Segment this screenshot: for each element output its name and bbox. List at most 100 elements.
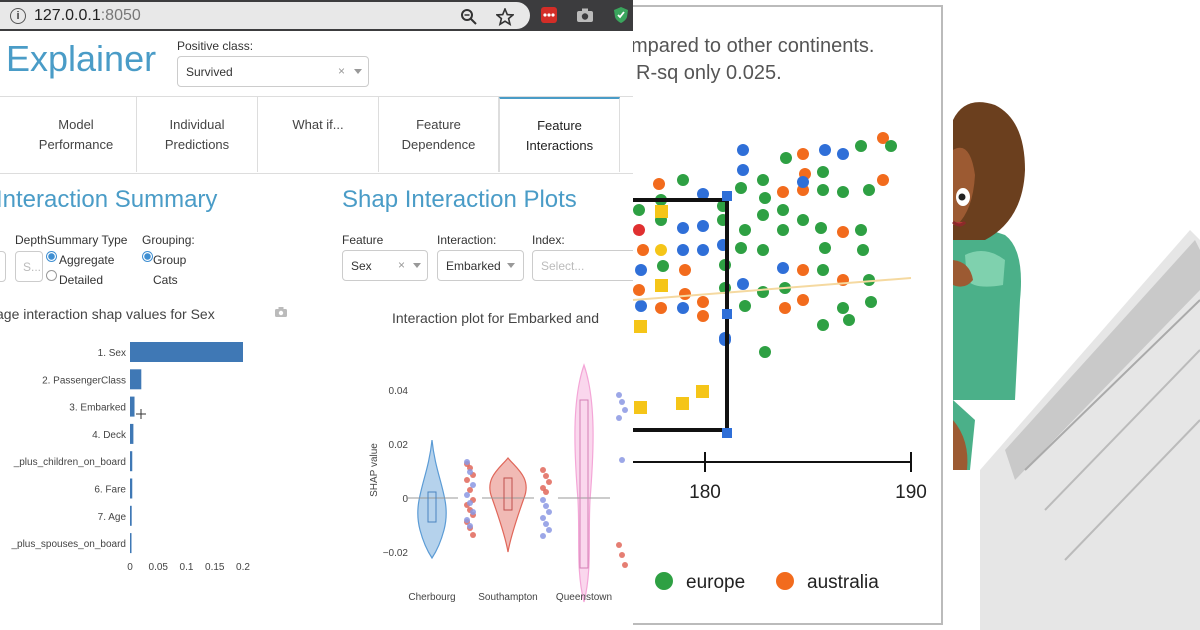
scatter-point xyxy=(817,264,829,276)
extension-lastpass-icon[interactable] xyxy=(540,6,558,24)
strip-point xyxy=(546,509,552,515)
strip-point xyxy=(470,482,476,488)
strip-point xyxy=(543,503,549,509)
strip-point xyxy=(546,479,552,485)
app-title: Explainer xyxy=(6,38,157,79)
scatter-point xyxy=(737,278,749,290)
scatter-point xyxy=(677,244,689,256)
x-category-label: Southampton xyxy=(478,592,538,603)
interaction-label: Interaction: xyxy=(437,233,497,247)
scatter-point xyxy=(679,264,691,276)
feature-label: Feature xyxy=(342,233,384,247)
y-tick-label: −0.02 xyxy=(383,548,409,559)
strip-point xyxy=(467,487,473,493)
scatter-point xyxy=(777,186,789,198)
scatter-point xyxy=(739,224,751,236)
chevron-down-icon[interactable] xyxy=(354,69,362,74)
scatter-point xyxy=(843,314,855,326)
camera-icon[interactable] xyxy=(274,306,288,318)
detailed-radio[interactable] xyxy=(46,270,57,281)
scatter-point xyxy=(637,244,649,256)
index-select[interactable]: Select... xyxy=(532,250,633,281)
x-tick-label: 0.2 xyxy=(236,562,250,573)
strip-point xyxy=(467,469,473,475)
strip-point xyxy=(543,473,549,479)
detailed-label: Detailed xyxy=(59,273,104,287)
tab-feature-dependence[interactable]: Feature Dependence xyxy=(379,97,499,172)
strip-point xyxy=(619,399,625,405)
scatter-point xyxy=(777,224,789,236)
bookmark-star-icon[interactable] xyxy=(496,8,514,26)
scatter-point xyxy=(817,319,829,331)
scatter-point xyxy=(739,300,751,312)
bar xyxy=(130,423,134,444)
tab-model-performance[interactable]: Model Performance xyxy=(16,97,137,172)
scatter-point xyxy=(855,140,867,152)
scatter-point xyxy=(885,140,897,152)
tab-individual-predictions[interactable]: Individual Predictions xyxy=(137,97,258,172)
scatter-point xyxy=(759,192,771,204)
chevron-down-icon[interactable] xyxy=(413,263,421,268)
strip-point xyxy=(616,542,622,548)
strip-point xyxy=(540,515,546,521)
scatter-point xyxy=(863,184,875,196)
strip-point xyxy=(616,392,622,398)
strip-point xyxy=(543,489,549,495)
group-cats-label: Group xyxy=(153,253,187,267)
depth-select-partial[interactable] xyxy=(0,251,6,282)
shield-icon[interactable] xyxy=(612,6,630,24)
scatter-point xyxy=(679,288,691,300)
scatter-point xyxy=(797,294,809,306)
dashboard-panel: i 127.0.0.1:8050 Explainer Positive clas… xyxy=(0,0,633,603)
scatter-point xyxy=(757,174,769,186)
depth-select[interactable]: S... xyxy=(15,251,43,282)
scatter-point xyxy=(815,222,827,234)
camera-icon[interactable] xyxy=(576,6,594,24)
scatter-point xyxy=(779,302,791,314)
scatter-point xyxy=(635,264,647,276)
strip-point xyxy=(616,415,622,421)
group-cats-radio[interactable] xyxy=(142,251,153,262)
feature-select[interactable]: Sex × xyxy=(342,250,428,281)
summary-type-label: Summary Type xyxy=(47,233,128,247)
tab-what-if[interactable]: What if... xyxy=(258,97,379,172)
y-tick-label: 0.02 xyxy=(389,440,409,451)
bar-category-label: 1. Sex xyxy=(98,348,126,359)
clear-icon[interactable]: × xyxy=(398,258,406,272)
address-bar[interactable]: i 127.0.0.1:8050 xyxy=(0,2,530,29)
summary-chart-title: age interaction shap values for Sex xyxy=(0,306,215,322)
scatter-point xyxy=(735,242,747,254)
tab-feature-interactions[interactable]: Feature Interactions xyxy=(499,97,620,172)
strip-point xyxy=(464,517,470,523)
y-tick-label: 0 xyxy=(402,494,408,505)
scatter-point xyxy=(857,244,869,256)
strip-point xyxy=(543,521,549,527)
chevron-down-icon[interactable] xyxy=(507,263,515,268)
strip-point xyxy=(467,523,473,529)
scatter-point xyxy=(697,310,709,322)
aggregate-radio[interactable] xyxy=(46,251,57,262)
scatter-point xyxy=(633,284,645,296)
scatter-point xyxy=(657,260,669,272)
bar xyxy=(130,396,135,417)
scatter-plot-panel: mpared to other continents. R-sq only 0.… xyxy=(633,0,945,630)
scatter-point xyxy=(633,204,645,216)
grouping-label: Grouping: xyxy=(142,233,195,247)
bar-category-label: 4. Deck xyxy=(92,430,127,441)
clear-icon[interactable]: × xyxy=(338,64,346,78)
scatter-point xyxy=(837,226,849,238)
scatter-point xyxy=(797,264,809,276)
scatter-point xyxy=(817,184,829,196)
legend-marker-europe xyxy=(655,572,673,590)
selection-handle xyxy=(722,191,732,201)
yellow-square xyxy=(655,205,668,218)
info-icon[interactable]: i xyxy=(10,8,26,24)
zoom-icon[interactable] xyxy=(460,8,478,26)
positive-class-select[interactable]: Survived × xyxy=(177,56,369,87)
shap-interaction-plots-title: Shap Interaction Plots xyxy=(342,186,577,213)
scatter-point xyxy=(757,209,769,221)
yellow-square xyxy=(676,397,689,410)
scatter-frame xyxy=(633,5,943,625)
box xyxy=(579,399,589,569)
interaction-select[interactable]: Embarked xyxy=(437,250,524,281)
